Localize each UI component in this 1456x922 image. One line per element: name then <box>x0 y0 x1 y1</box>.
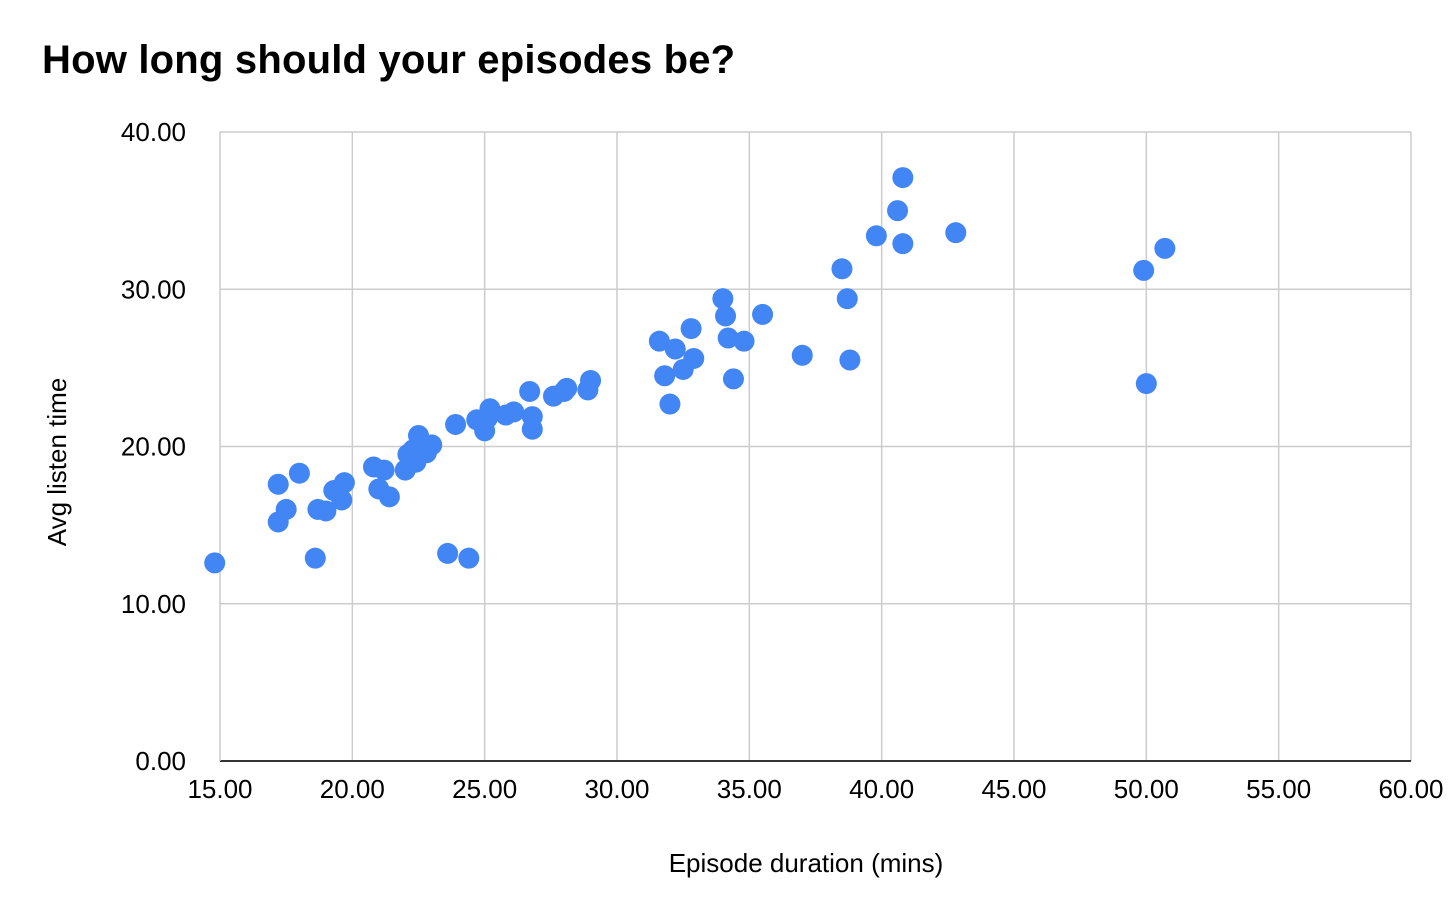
data-point <box>683 347 705 369</box>
data-point <box>421 434 443 456</box>
chart-title: How long should your episodes be? <box>42 38 736 82</box>
x-tick-label: 40.00 <box>849 774 914 804</box>
x-tick-label: 35.00 <box>717 774 782 804</box>
data-point <box>839 349 861 371</box>
data-points <box>204 167 1176 574</box>
data-point <box>503 401 525 423</box>
data-point <box>664 338 686 360</box>
data-point <box>373 459 395 481</box>
data-point <box>519 380 541 402</box>
data-point <box>333 472 355 494</box>
data-point <box>752 303 774 325</box>
data-point <box>1135 373 1157 395</box>
data-point <box>887 200 909 222</box>
data-point <box>715 305 737 327</box>
data-point <box>445 413 467 435</box>
x-tick-label: 20.00 <box>320 774 385 804</box>
data-point <box>275 498 297 520</box>
data-point <box>712 288 734 310</box>
data-point <box>831 258 853 280</box>
grid <box>220 131 1412 761</box>
data-point <box>1133 259 1155 281</box>
data-point <box>659 393 681 415</box>
y-tick-label: 40.00 <box>121 117 186 147</box>
y-tick-label: 20.00 <box>121 432 186 462</box>
x-tick-label: 30.00 <box>584 774 649 804</box>
data-point <box>945 222 967 244</box>
y-tick-label: 10.00 <box>121 589 186 619</box>
data-point <box>865 225 887 247</box>
x-tick-label: 55.00 <box>1246 774 1311 804</box>
data-point <box>556 377 578 399</box>
axes <box>219 132 1411 762</box>
data-point <box>204 552 226 574</box>
data-point <box>791 344 813 366</box>
x-tick-label: 60.00 <box>1378 774 1443 804</box>
x-tick-label: 25.00 <box>452 774 517 804</box>
y-tick-label: 0.00 <box>135 746 186 776</box>
y-axis-label: Avg listen time <box>42 378 72 547</box>
data-point <box>654 365 676 387</box>
data-point <box>267 473 289 495</box>
data-point <box>1154 237 1176 259</box>
data-point <box>458 547 480 569</box>
data-point <box>378 486 400 508</box>
x-tick-label: 50.00 <box>1114 774 1179 804</box>
data-point <box>717 327 739 349</box>
data-point <box>331 489 353 511</box>
data-point <box>437 542 459 564</box>
x-tick-label: 45.00 <box>981 774 1046 804</box>
data-point <box>836 288 858 310</box>
tick-labels: 15.00 20.00 25.00 30.00 35.00 40.00 45.00 50.00… <box>121 117 1444 804</box>
data-point <box>580 369 602 391</box>
data-point <box>680 318 702 340</box>
data-point <box>892 233 914 255</box>
data-point <box>722 368 744 390</box>
x-tick-label: 15.00 <box>187 774 252 804</box>
y-tick-label: 30.00 <box>121 274 186 304</box>
data-point <box>733 330 755 352</box>
data-point <box>315 500 337 522</box>
x-axis-label: Episode duration (mins) <box>669 848 944 878</box>
data-point <box>288 462 310 484</box>
data-point <box>479 398 501 420</box>
data-point <box>304 547 326 569</box>
data-point <box>892 167 914 189</box>
data-point <box>521 418 543 440</box>
data-point <box>648 330 670 352</box>
